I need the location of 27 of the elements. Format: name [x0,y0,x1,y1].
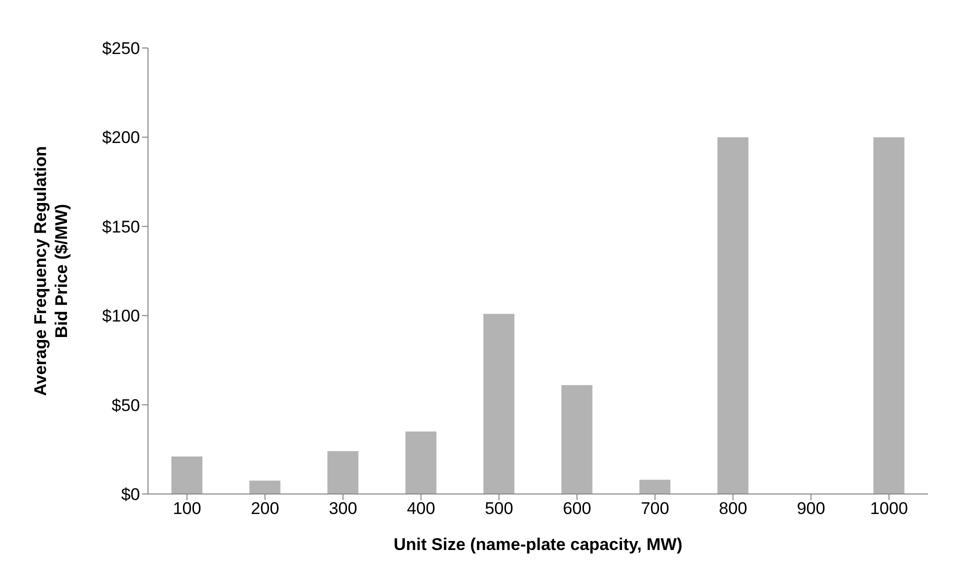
x-tick-label: 200 [250,499,280,518]
bar [483,314,514,494]
x-tick-label: 600 [562,499,592,518]
x-tick-label: 900 [796,499,826,518]
bar [561,385,592,494]
x-tick-label: 500 [484,499,514,518]
bar [327,451,358,494]
y-tick-label: $200 [102,128,140,148]
x-tick-label: 400 [406,499,436,518]
y-tick-label: $100 [102,306,140,326]
bar [249,480,280,494]
x-tick-label: 700 [640,499,670,518]
y-tick-label: $250 [102,39,140,58]
y-axis-title: Average Frequency Regulation Bid Price ($/MW) [31,146,71,396]
x-tick-label: 100 [172,499,202,518]
y-tick-label: $150 [102,217,140,236]
x-tick-label: 800 [718,499,748,518]
bar [405,432,436,494]
x-axis-title: Unit Size (name-plate capacity, MW) [394,535,682,554]
bar [171,456,202,494]
y-tick-label: $0 [121,485,140,504]
bar [639,480,670,494]
bar [717,137,748,494]
x-tick-label: 1000 [870,499,908,518]
y-tick-label: $50 [112,396,140,415]
x-tick-label: 300 [328,499,358,518]
bar [873,137,904,494]
